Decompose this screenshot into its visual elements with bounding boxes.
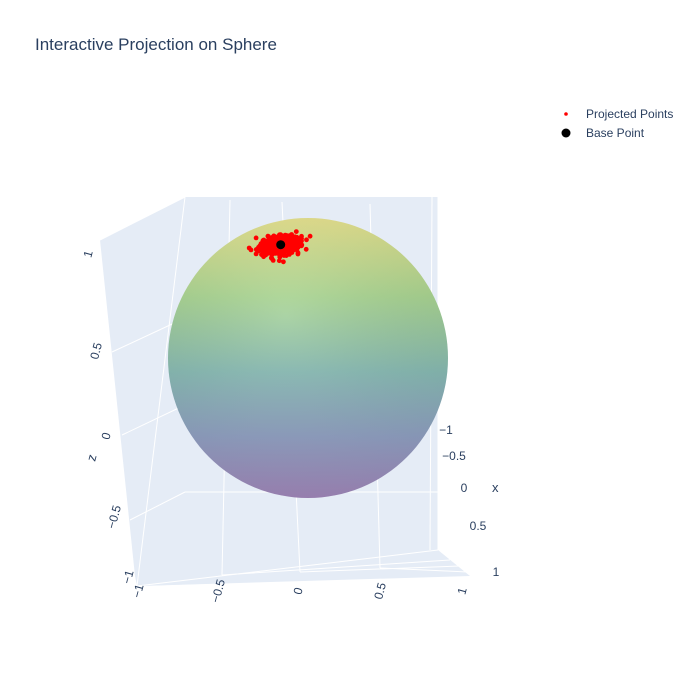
projected-points-layer[interactable] [246,229,313,265]
projected-point[interactable] [294,234,300,240]
z-tick-label: 0.5 [87,341,105,361]
x-axis-title: x [492,480,499,495]
projected-point[interactable] [256,244,261,250]
projected-point[interactable] [271,245,277,251]
z-tick-label: −0.5 [104,503,124,530]
x-tick-label: −1 [439,423,453,437]
z-tick-label: −1 [120,568,137,585]
y-tick-label: −1 [130,582,147,599]
y-tick-label: 0.5 [371,581,389,601]
x-tick-label: 0 [461,481,468,495]
legend-item-base-point[interactable]: Base Point [561,126,645,140]
projected-point[interactable] [264,244,270,250]
projected-point[interactable] [292,241,298,247]
floor-pane [135,550,470,586]
projected-point[interactable] [263,252,269,258]
grid-line [129,491,186,521]
legend-label-projected-points: Projected Points [586,107,673,121]
projected-point[interactable] [265,233,271,239]
base-point-layer[interactable] [276,240,286,250]
projected-point[interactable] [287,249,293,255]
x-tick-label: −0.5 [442,449,466,463]
y-tick-label: 1 [455,586,470,596]
y-tick-label: 0 [291,586,306,596]
z-axis-title: z [83,453,99,463]
left-pane [100,197,185,586]
z-tick-label: 0 [99,431,114,441]
projected-point[interactable] [246,245,252,251]
projected-point[interactable] [258,241,264,247]
z-axis-ticks: −1 −0.5 0 0.5 1 [81,249,137,586]
projected-point[interactable] [293,229,299,235]
legend-label-base-point: Base Point [586,126,645,140]
projected-point[interactable] [282,232,288,238]
legend[interactable]: Projected Points Base Point [561,107,674,140]
y-axis-ticks: −1 −0.5 0 0.5 1 [130,577,470,604]
grid-line [299,565,461,573]
projected-point[interactable] [291,245,297,251]
projected-point[interactable] [289,237,295,243]
projected-point[interactable] [303,246,309,252]
z-tick-label: 1 [81,249,96,259]
x-axis-ticks: −1 −0.5 0 0.5 1 [439,423,500,579]
grid-line [99,196,186,241]
projected-point[interactable] [277,252,283,258]
projected-point[interactable] [270,237,276,243]
y-tick-label: −0.5 [208,577,228,604]
grid-line [136,196,186,587]
grid-line [121,404,186,436]
grid-line [136,549,439,587]
projected-point[interactable] [295,250,301,256]
projected-point[interactable] [253,235,259,241]
projected-point[interactable] [285,240,291,246]
x-tick-label: 0.5 [470,519,487,533]
grid-line [221,559,451,576]
grid-line [379,567,469,573]
base-point-swatch [561,128,571,138]
projected-point[interactable] [276,258,282,264]
x-tick-label: 1 [493,565,500,579]
base-point[interactable] [276,240,286,250]
chart-title: Interactive Projection on Sphere [35,35,277,54]
projected-point[interactable] [304,237,309,243]
projected-point[interactable] [281,259,286,265]
sphere-shading [168,218,448,498]
projected-points-swatch [564,112,568,116]
projected-point[interactable] [307,233,313,239]
legend-item-projected-points[interactable]: Projected Points [564,107,673,121]
projected-point[interactable] [297,242,302,247]
projected-point[interactable] [268,255,274,261]
